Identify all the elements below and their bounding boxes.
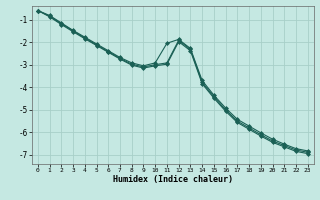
X-axis label: Humidex (Indice chaleur): Humidex (Indice chaleur) [113,175,233,184]
